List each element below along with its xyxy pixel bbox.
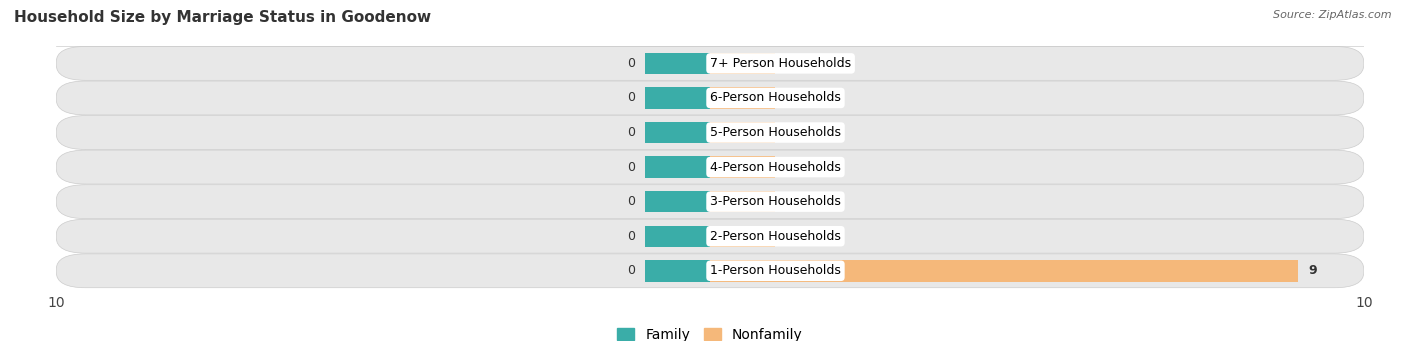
- Text: 0: 0: [785, 91, 793, 104]
- Bar: [644, 157, 710, 178]
- Text: 0: 0: [785, 57, 793, 70]
- Bar: [710, 260, 1299, 282]
- Bar: [710, 157, 776, 178]
- Text: 0: 0: [627, 126, 636, 139]
- Text: 4-Person Households: 4-Person Households: [710, 161, 841, 174]
- Text: 2-Person Households: 2-Person Households: [710, 230, 841, 243]
- Bar: [644, 225, 710, 247]
- Bar: [644, 191, 710, 212]
- Text: 0: 0: [785, 230, 793, 243]
- Text: 6-Person Households: 6-Person Households: [710, 91, 841, 104]
- Bar: [710, 191, 776, 212]
- FancyBboxPatch shape: [56, 219, 1364, 253]
- FancyBboxPatch shape: [56, 254, 1364, 288]
- Text: Source: ZipAtlas.com: Source: ZipAtlas.com: [1274, 10, 1392, 20]
- Bar: [644, 122, 710, 143]
- Legend: Family, Nonfamily: Family, Nonfamily: [617, 328, 803, 341]
- FancyBboxPatch shape: [56, 81, 1364, 115]
- Bar: [644, 53, 710, 74]
- FancyBboxPatch shape: [56, 46, 1364, 80]
- Bar: [644, 87, 710, 109]
- Text: 5-Person Households: 5-Person Households: [710, 126, 841, 139]
- FancyBboxPatch shape: [56, 150, 1364, 184]
- Text: 1-Person Households: 1-Person Households: [710, 264, 841, 277]
- Bar: [710, 122, 776, 143]
- Text: 3-Person Households: 3-Person Households: [710, 195, 841, 208]
- Text: 0: 0: [627, 161, 636, 174]
- Bar: [710, 225, 776, 247]
- Text: 0: 0: [627, 57, 636, 70]
- Bar: [710, 53, 776, 74]
- FancyBboxPatch shape: [56, 185, 1364, 219]
- Text: Household Size by Marriage Status in Goodenow: Household Size by Marriage Status in Goo…: [14, 10, 432, 25]
- Text: 0: 0: [785, 195, 793, 208]
- Text: 0: 0: [627, 230, 636, 243]
- Text: 0: 0: [785, 126, 793, 139]
- Text: 9: 9: [1308, 264, 1317, 277]
- Bar: [710, 87, 776, 109]
- Text: 0: 0: [627, 264, 636, 277]
- FancyBboxPatch shape: [56, 116, 1364, 149]
- Text: 7+ Person Households: 7+ Person Households: [710, 57, 851, 70]
- Bar: [644, 260, 710, 282]
- Text: 0: 0: [785, 161, 793, 174]
- Text: 0: 0: [627, 91, 636, 104]
- Text: 0: 0: [627, 195, 636, 208]
